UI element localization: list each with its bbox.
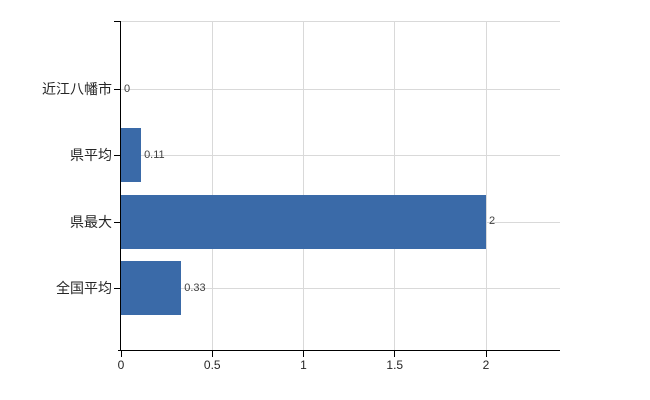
y-axis-tick <box>114 155 120 156</box>
category-label: 県最大 <box>70 213 112 230</box>
horizontal-gridline <box>121 89 560 90</box>
horizontal-gridline <box>121 288 560 289</box>
plot-top-border <box>121 21 560 22</box>
x-tick-label: 0.5 <box>203 358 221 372</box>
x-axis-tick <box>211 351 213 357</box>
category-label: 県平均 <box>70 147 112 163</box>
x-axis-tick <box>394 351 396 357</box>
y-axis-tick <box>114 288 120 289</box>
y-axis-top-tick <box>114 21 120 22</box>
vertical-gridline <box>303 21 304 351</box>
category-label: 全国平均 <box>56 280 112 296</box>
x-tick-label: 0 <box>117 358 125 372</box>
y-axis-line <box>120 21 121 351</box>
bar <box>121 261 182 315</box>
y-axis-tick <box>114 89 120 90</box>
x-axis-tick <box>120 351 122 357</box>
x-tick-label: 1 <box>300 358 307 372</box>
vertical-gridline <box>485 21 487 351</box>
x-axis-tick <box>303 351 304 357</box>
x-tick-label: 2 <box>482 358 490 372</box>
x-axis-tick <box>485 351 487 357</box>
x-tick-label: 1.5 <box>386 358 404 372</box>
y-axis-tick <box>114 221 120 223</box>
bar-value-label: 2 <box>489 215 496 227</box>
horizontal-gridline <box>121 155 560 156</box>
vertical-gridline <box>211 21 213 351</box>
vertical-gridline <box>394 21 396 351</box>
bar-value-label: 0.33 <box>184 281 206 294</box>
bar-value-label: 0 <box>124 82 131 95</box>
category-label: 近江八幡市 <box>42 81 112 97</box>
x-axis-line <box>118 350 560 351</box>
bar-value-label: 0.11 <box>144 148 165 161</box>
bar <box>121 128 142 182</box>
bar <box>121 194 486 249</box>
